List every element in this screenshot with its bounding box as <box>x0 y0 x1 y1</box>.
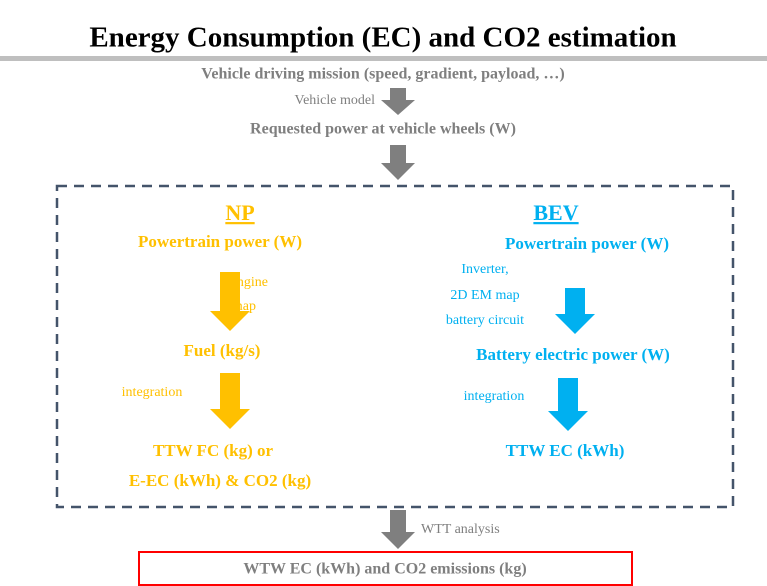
arrow <box>210 272 250 331</box>
arrow <box>381 88 415 115</box>
bev-map-label: Inverter, <box>461 262 508 277</box>
wtw-result: WTW EC (kWh) and CO2 emissions (kg) <box>243 561 526 578</box>
bev-map-label: 2D EM map <box>450 288 519 303</box>
bev-powertrain-power: Powertrain power (W) <box>505 234 669 253</box>
np-fuel: Fuel (kg/s) <box>184 341 261 360</box>
np-integration: integration <box>122 385 183 400</box>
arrow <box>381 510 415 549</box>
np-result: TTW FC (kg) or <box>153 441 274 460</box>
bev-map-label: battery circuit <box>446 313 524 328</box>
bev-heading: BEV <box>533 200 578 225</box>
np-powertrain-power: Powertrain power (W) <box>138 232 302 251</box>
bev-result: TTW EC (kWh) <box>506 441 625 460</box>
title-rule <box>0 56 767 61</box>
result-box <box>138 551 633 586</box>
powertrain-box <box>55 184 735 509</box>
np-heading: NP <box>225 200 254 225</box>
arrow <box>381 145 415 180</box>
vehicle-model: Vehicle model <box>295 93 376 108</box>
mission: Vehicle driving mission (speed, gradient… <box>201 66 564 83</box>
arrow <box>555 288 595 334</box>
requested-power: Requested power at vehicle wheels (W) <box>250 121 516 138</box>
arrow <box>548 378 588 431</box>
wtt-analysis: WTT analysis <box>421 522 500 537</box>
arrow <box>210 373 250 429</box>
bev-battery-power: Battery electric power (W) <box>476 345 670 364</box>
np-result: E-EC (kWh) & CO2 (kg) <box>129 471 311 490</box>
bev-integration: integration <box>464 389 525 404</box>
title: Energy Consumption (EC) and CO2 estimati… <box>89 22 676 54</box>
